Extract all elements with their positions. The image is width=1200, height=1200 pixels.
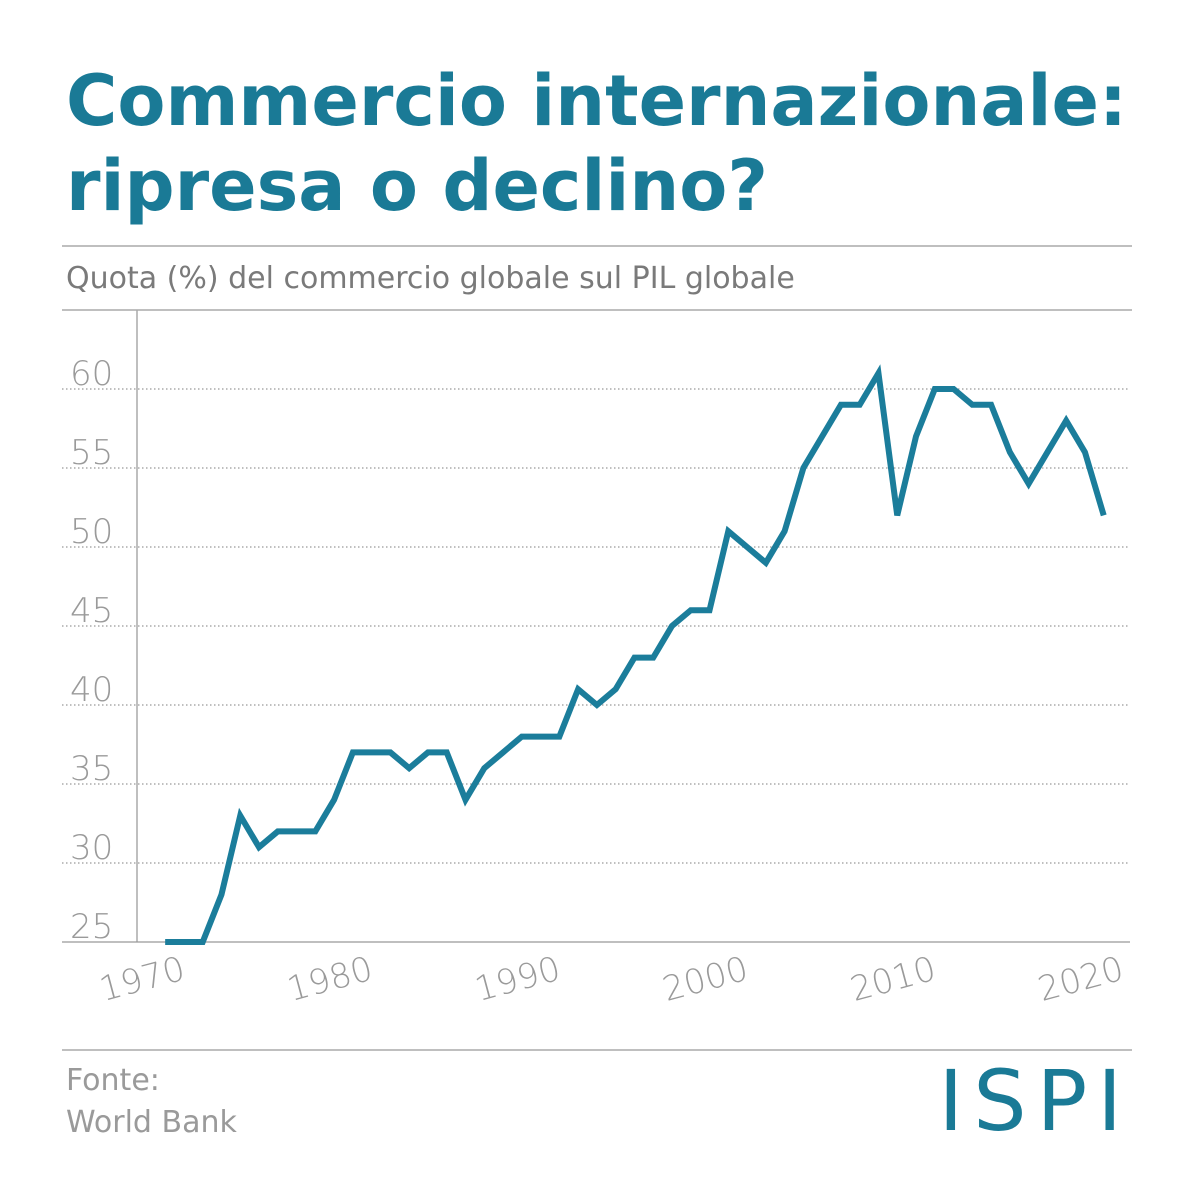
chart-title: Commercio internazionale: xyxy=(66,60,1127,142)
x-tick-label: 1980 xyxy=(283,949,377,1010)
source: Fonte: xyxy=(66,1063,160,1098)
chart-title: ripresa o declino? xyxy=(66,145,768,227)
subtitle: Quota (%) del commercio globale sul PIL … xyxy=(66,261,795,296)
y-tick-label: 40 xyxy=(70,670,113,710)
y-tick-label: 30 xyxy=(70,828,113,868)
x-tick-label: 1990 xyxy=(471,949,565,1010)
y-tick-label: 60 xyxy=(70,354,113,394)
y-tick-label: 35 xyxy=(70,749,113,789)
y-tick-label: 45 xyxy=(70,591,113,631)
y-tick-label: 55 xyxy=(70,433,113,473)
logo: ISPI xyxy=(938,1052,1132,1150)
y-tick-label: 50 xyxy=(70,512,113,552)
x-tick-label: 2000 xyxy=(658,949,752,1010)
source: World Bank xyxy=(66,1105,237,1140)
x-tick-label: 2010 xyxy=(846,949,940,1010)
x-tick-label: 1970 xyxy=(95,949,189,1010)
data-line xyxy=(165,364,1107,945)
y-tick-label: 25 xyxy=(70,907,113,947)
x-tick-label: 2020 xyxy=(1034,949,1128,1010)
